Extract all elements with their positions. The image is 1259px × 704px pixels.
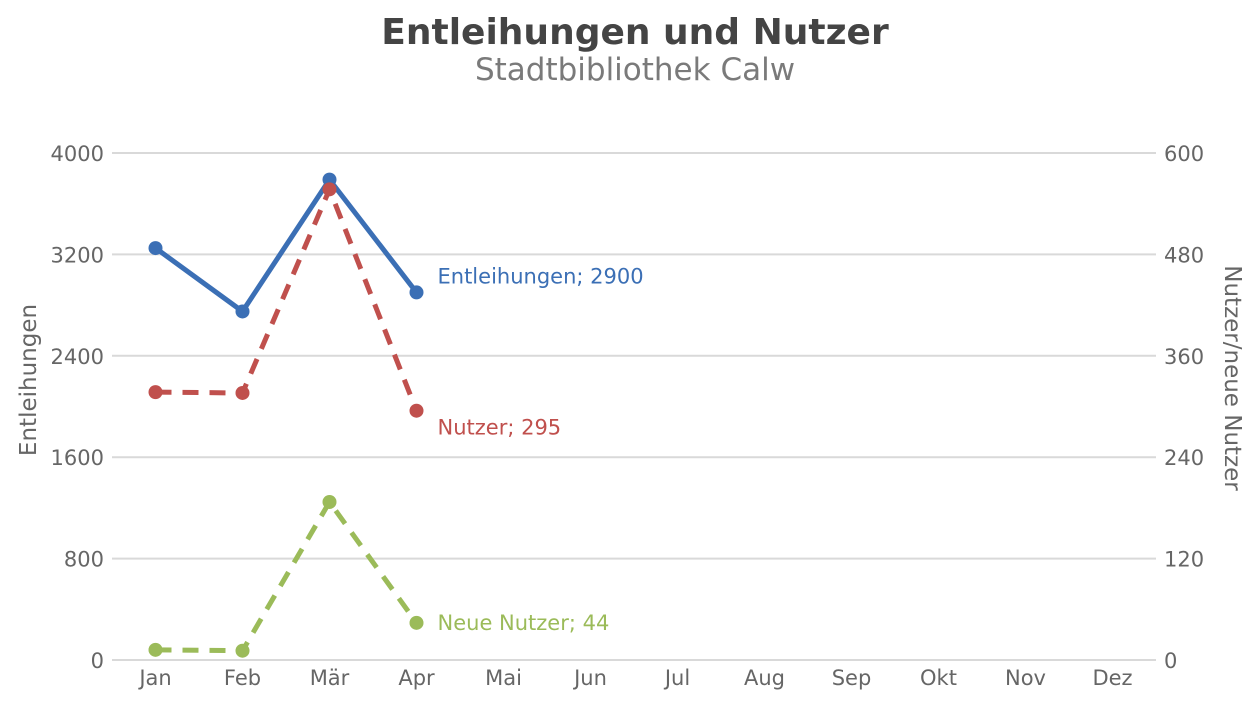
- data-point: [322, 172, 337, 187]
- x-tick-label: Dez: [1092, 666, 1132, 690]
- series-line: [155, 499, 419, 654]
- y-right-tick-label: 360: [1164, 345, 1204, 369]
- y-left-tick-label: 3200: [51, 243, 104, 267]
- data-point: [409, 403, 424, 418]
- y-left-tick-label: 2400: [51, 345, 104, 369]
- x-tick-label: Jan: [137, 666, 171, 690]
- y-right-tick-label: 120: [1164, 548, 1204, 572]
- y-right-tick-label: 600: [1164, 142, 1204, 166]
- y-axis-left-title: Entleihungen: [16, 304, 42, 456]
- series-nutzer: Nutzer; 295: [148, 182, 562, 440]
- data-point: [322, 494, 337, 509]
- x-tick-label: Aug: [744, 666, 785, 690]
- y-left-tick-label: 4000: [51, 142, 104, 166]
- series-end-label: Nutzer; 295: [438, 416, 562, 440]
- series-end-label: Entleihungen; 2900: [438, 264, 644, 288]
- x-tick-label: Sep: [832, 666, 872, 690]
- y-left-tick-label: 1600: [51, 446, 104, 470]
- y-left-tick-label: 0: [91, 649, 104, 673]
- data-point: [235, 643, 250, 658]
- x-tick-label: Mai: [485, 666, 522, 690]
- data-point: [409, 285, 424, 300]
- x-tick-label: Jun: [572, 666, 607, 690]
- x-tick-label: Apr: [398, 666, 435, 690]
- y-axis-right-title: Nutzer/neue Nutzer: [1219, 265, 1245, 491]
- data-point: [322, 182, 337, 197]
- series-line: [155, 186, 419, 412]
- series: Entleihungen; 2900 Nutzer; 295 Neue Nutzer…: [148, 172, 644, 658]
- data-point: [148, 385, 163, 400]
- x-tick-label: Mär: [310, 666, 350, 690]
- x-tick-label: Okt: [920, 666, 957, 690]
- data-point: [409, 615, 424, 630]
- chart-title: Entleihungen und Nutzer: [381, 12, 889, 53]
- data-point: [148, 642, 163, 657]
- y-right-tick-label: 0: [1164, 649, 1177, 673]
- axis-ticks: 0 800 1600 2400 3200 4000 0 120 240 360 480 600 Jan F…: [51, 142, 1205, 690]
- y-right-tick-label: 480: [1164, 243, 1204, 267]
- data-point: [235, 385, 250, 400]
- y-right-tick-label: 240: [1164, 446, 1204, 470]
- series-entleihungen: Entleihungen; 2900: [148, 172, 644, 319]
- series-neue-nutzer: Neue Nutzer; 44: [148, 494, 610, 658]
- chart-subtitle: Stadtbibliothek Calw: [475, 52, 795, 88]
- data-point: [235, 304, 250, 319]
- x-tick-label: Nov: [1005, 666, 1046, 690]
- x-tick-label: Jul: [663, 666, 690, 690]
- y-left-tick-label: 800: [64, 548, 104, 572]
- data-point: [148, 241, 163, 256]
- gridlines: [112, 152, 1156, 661]
- series-line: [154, 177, 419, 314]
- x-tick-label: Feb: [224, 666, 261, 690]
- series-end-label: Neue Nutzer; 44: [438, 611, 610, 635]
